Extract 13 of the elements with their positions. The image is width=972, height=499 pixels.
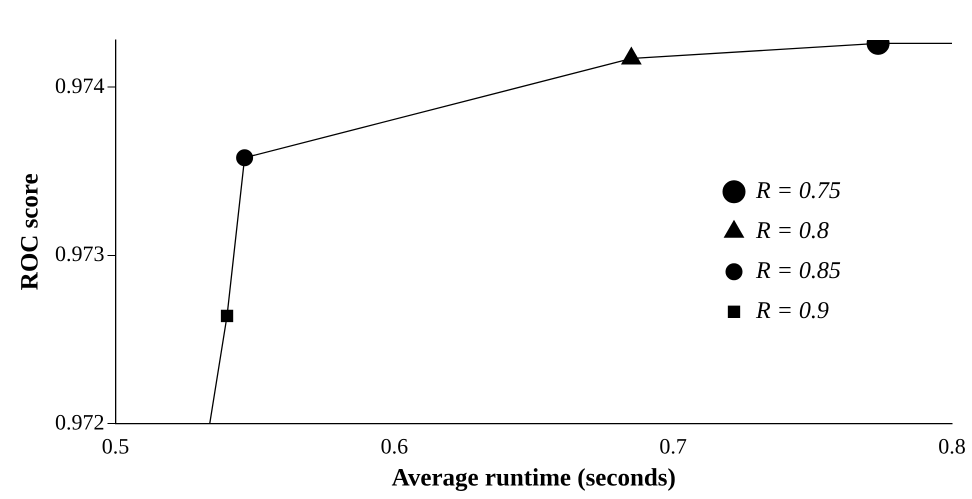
y-tick-label: 0.972 bbox=[55, 409, 104, 434]
legend-label: R = 0.9 bbox=[755, 298, 829, 324]
x-tick-label: 0.7 bbox=[659, 434, 687, 459]
x-tick-label: 0.8 bbox=[938, 434, 966, 459]
x-axis-title: Average runtime (seconds) bbox=[392, 464, 676, 492]
y-tick-label: 0.974 bbox=[55, 72, 104, 98]
legend-label: R = 0.75 bbox=[755, 178, 841, 204]
legend-label: R = 0.8 bbox=[755, 218, 829, 244]
legend-label: R = 0.85 bbox=[755, 258, 841, 284]
y-axis-title: ROC score bbox=[16, 173, 44, 290]
x-tick-label: 0.6 bbox=[380, 434, 408, 459]
y-tick-label: 0.973 bbox=[55, 241, 104, 266]
x-tick-label: 0.5 bbox=[102, 434, 130, 459]
